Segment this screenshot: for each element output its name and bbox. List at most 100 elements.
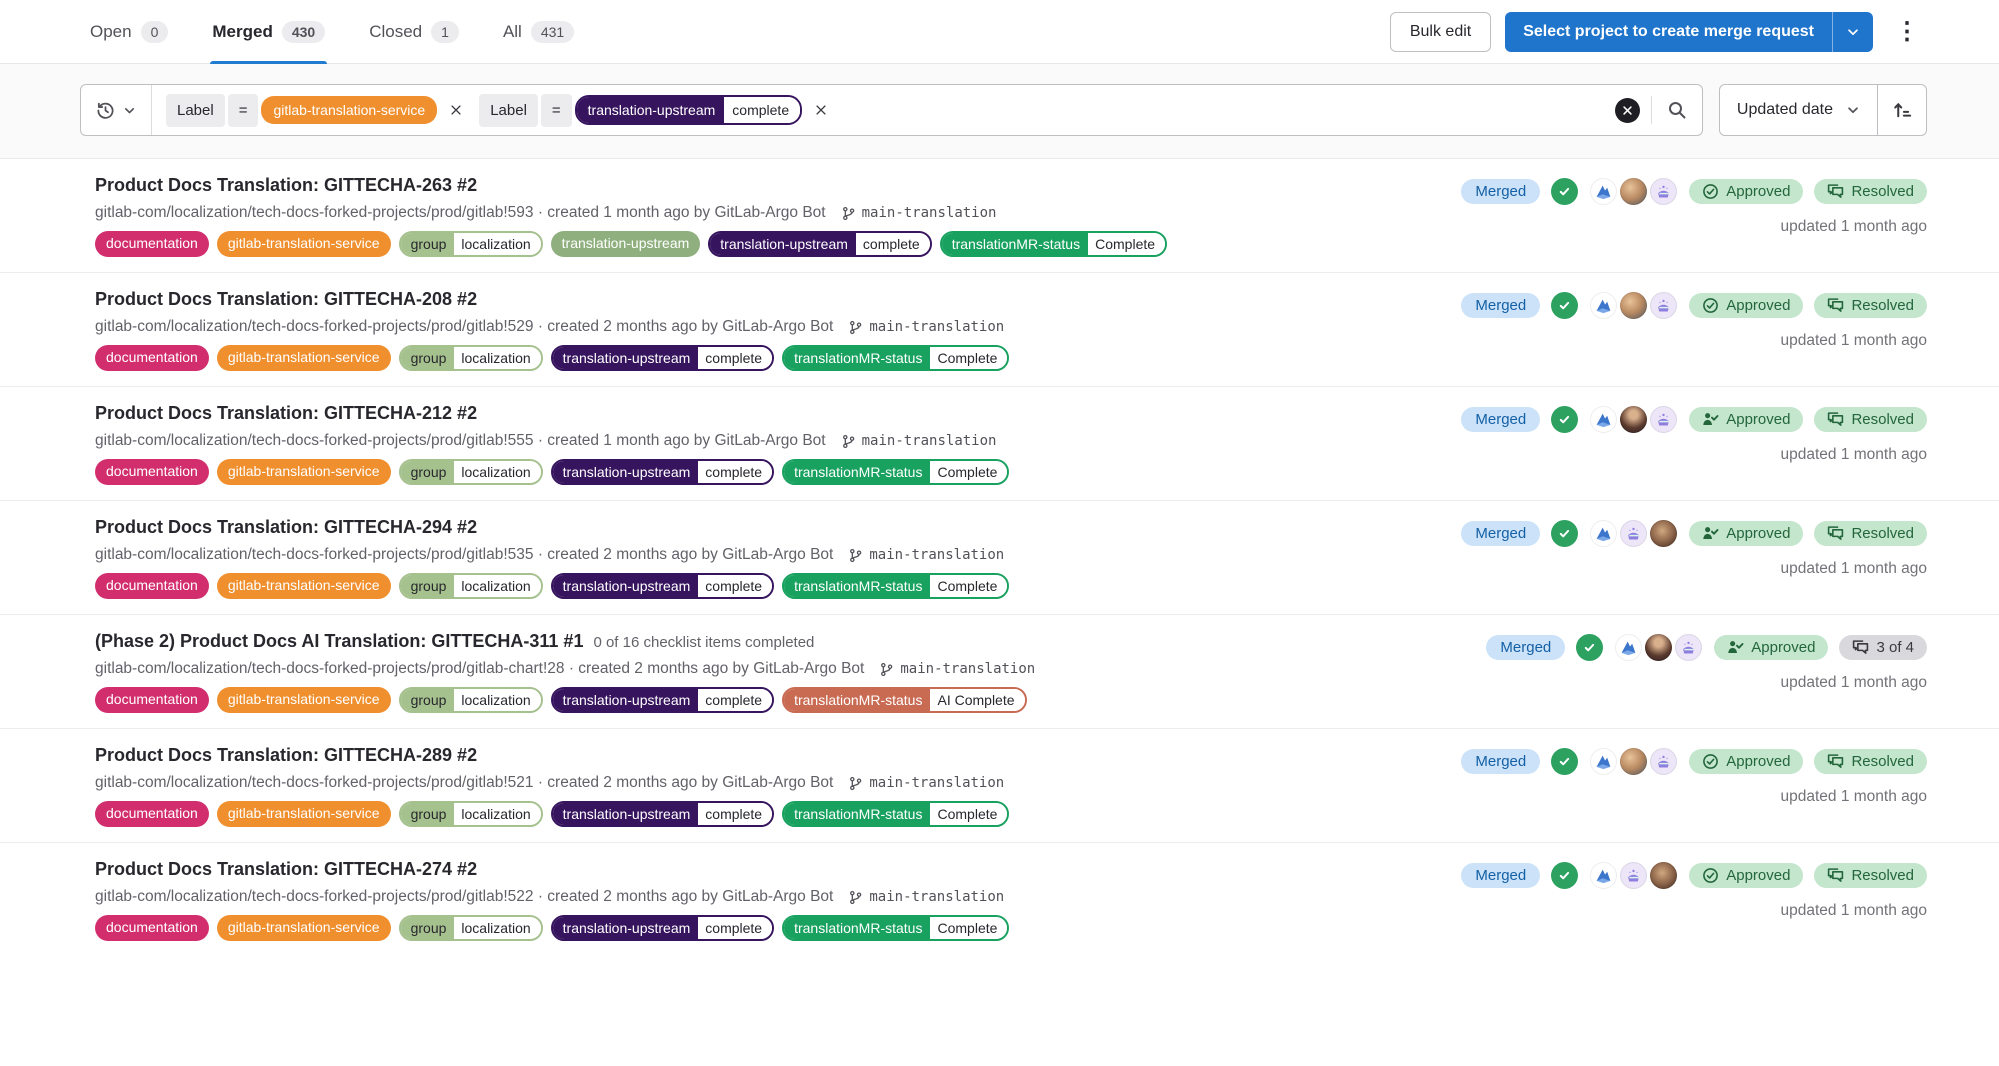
scoped-label-pill[interactable]: translationMR-status AI Complete [782,687,1027,713]
scoped-label-pill[interactable]: group localization [398,573,543,599]
scoped-label-pill[interactable]: translationMR-status Complete [782,915,1010,941]
label-pill[interactable]: gitlab-translation-service [216,573,391,599]
mr-target-branch[interactable]: main-translation [848,889,1004,905]
scoped-label-pill[interactable]: group localization [398,231,543,257]
label-pill[interactable]: documentation [95,231,209,257]
project-bot-avatar[interactable] [1590,292,1618,319]
token-key[interactable]: Label [479,93,538,127]
user-avatar[interactable] [1620,178,1648,205]
token-operator[interactable]: = [540,93,572,127]
user-avatar[interactable] [1650,748,1678,775]
bulk-edit-button[interactable]: Bulk edit [1389,11,1492,52]
mr-target-branch[interactable]: main-translation [848,775,1004,791]
project-bot-avatar[interactable] [1590,406,1618,433]
label-pill[interactable]: documentation [95,801,209,827]
scoped-label-pill[interactable]: translation-upstream complete [574,95,803,125]
tab-all[interactable]: All 431 [503,0,575,63]
user-avatar[interactable] [1650,406,1678,433]
mr-title-link[interactable]: Product Docs Translation: GITTECHA-289 #… [95,745,478,765]
token-key[interactable]: Label [166,93,225,127]
project-bot-avatar[interactable] [1590,862,1618,889]
user-avatar[interactable] [1620,748,1648,775]
token-operator[interactable]: = [227,93,259,127]
filter-token[interactable]: Label = gitlab-translation-service [166,93,465,127]
scoped-label-pill[interactable]: translationMR-status Complete [782,573,1010,599]
discussions-badge[interactable]: Resolved [1814,179,1927,204]
label-pill[interactable]: documentation [95,687,209,713]
discussions-badge[interactable]: Resolved [1814,293,1927,318]
pipeline-status-icon[interactable] [1551,520,1579,547]
tab-merged[interactable]: Merged 430 [210,0,328,64]
scoped-label-pill[interactable]: translationMR-status Complete [782,345,1010,371]
search-history-button[interactable] [81,85,152,135]
label-pill[interactable]: documentation [95,459,209,485]
label-pill[interactable]: documentation [95,345,209,371]
sort-field-dropdown[interactable]: Updated date [1720,85,1877,135]
kebab-menu-icon[interactable]: ⋮ [1887,16,1927,48]
discussions-badge[interactable]: Resolved [1814,749,1927,774]
tab-open[interactable]: Open 0 [90,0,169,63]
label-pill[interactable]: gitlab-translation-service [216,801,391,827]
label-pill[interactable]: documentation [95,573,209,599]
filtered-search-box[interactable]: Label = gitlab-translation-service Label = tr… [80,84,1703,136]
clear-search-button[interactable] [1614,97,1640,123]
create-mr-button[interactable]: Select project to create merge request [1505,12,1832,52]
scoped-label-pill[interactable]: translation-upstream complete [708,231,932,257]
scoped-label-pill[interactable]: translationMR-status Complete [939,231,1168,257]
label-pill[interactable]: translation-upstream [550,231,701,257]
scoped-label-pill[interactable]: translation-upstream complete [550,801,775,827]
label-pill[interactable]: gitlab-translation-service [216,345,391,371]
user-avatar[interactable] [1620,520,1648,547]
create-mr-dropdown-toggle[interactable] [1832,11,1873,52]
label-pill[interactable]: gitlab-translation-service [216,915,391,941]
scoped-label-pill[interactable]: translation-upstream complete [550,459,775,485]
label-pill[interactable]: gitlab-translation-service [216,687,391,713]
label-pill[interactable]: documentation [95,915,209,941]
token-remove-icon[interactable] [812,101,830,119]
mr-title-link[interactable]: Product Docs Translation: GITTECHA-263 #… [95,175,478,195]
discussions-badge[interactable]: Resolved [1814,521,1927,546]
pipeline-status-icon[interactable] [1551,178,1579,205]
scoped-label-pill[interactable]: group localization [398,345,543,371]
project-bot-avatar[interactable] [1590,178,1618,205]
pipeline-status-icon[interactable] [1576,634,1604,661]
discussions-badge[interactable]: Resolved [1814,407,1927,432]
scoped-label-pill[interactable]: group localization [398,459,543,485]
user-avatar[interactable] [1650,292,1678,319]
user-avatar[interactable] [1645,634,1673,661]
sort-direction-button[interactable] [1877,85,1926,135]
mr-title-link[interactable]: (Phase 2) Product Docs AI Translation: G… [95,631,584,651]
pipeline-status-icon[interactable] [1551,406,1579,433]
scoped-label-pill[interactable]: translationMR-status Complete [782,801,1010,827]
user-avatar[interactable] [1620,292,1648,319]
discussions-badge[interactable]: Resolved [1814,863,1927,888]
token-remove-icon[interactable] [447,101,465,119]
scoped-label-pill[interactable]: translation-upstream complete [550,915,775,941]
tab-closed[interactable]: Closed 1 [369,0,459,63]
mr-target-branch[interactable]: main-translation [841,433,996,449]
filter-token[interactable]: Label = translation-upstream complete [479,93,830,127]
scoped-label-pill[interactable]: translation-upstream complete [550,687,775,713]
user-avatar[interactable] [1650,862,1678,889]
scoped-label-pill[interactable]: group localization [398,915,543,941]
scoped-label-pill[interactable]: group localization [398,687,543,713]
pipeline-status-icon[interactable] [1551,748,1579,775]
mr-title-link[interactable]: Product Docs Translation: GITTECHA-274 #… [95,859,478,879]
scoped-label-pill[interactable]: group localization [398,801,543,827]
user-avatar[interactable] [1650,520,1678,547]
mr-title-link[interactable]: Product Docs Translation: GITTECHA-212 #… [95,403,478,423]
project-bot-avatar[interactable] [1590,520,1618,547]
user-avatar[interactable] [1675,634,1703,661]
mr-target-branch[interactable]: main-translation [848,319,1004,335]
pipeline-status-icon[interactable] [1551,292,1579,319]
user-avatar[interactable] [1620,862,1648,889]
mr-target-branch[interactable]: main-translation [848,547,1004,563]
discussions-badge[interactable]: 3 of 4 [1839,635,1927,660]
user-avatar[interactable] [1620,406,1648,433]
scoped-label-pill[interactable]: translation-upstream complete [550,345,775,371]
label-pill[interactable]: gitlab-translation-service [261,96,438,124]
mr-target-branch[interactable]: main-translation [879,661,1035,677]
project-bot-avatar[interactable] [1615,634,1643,661]
search-button[interactable] [1652,100,1702,120]
user-avatar[interactable] [1650,178,1678,205]
